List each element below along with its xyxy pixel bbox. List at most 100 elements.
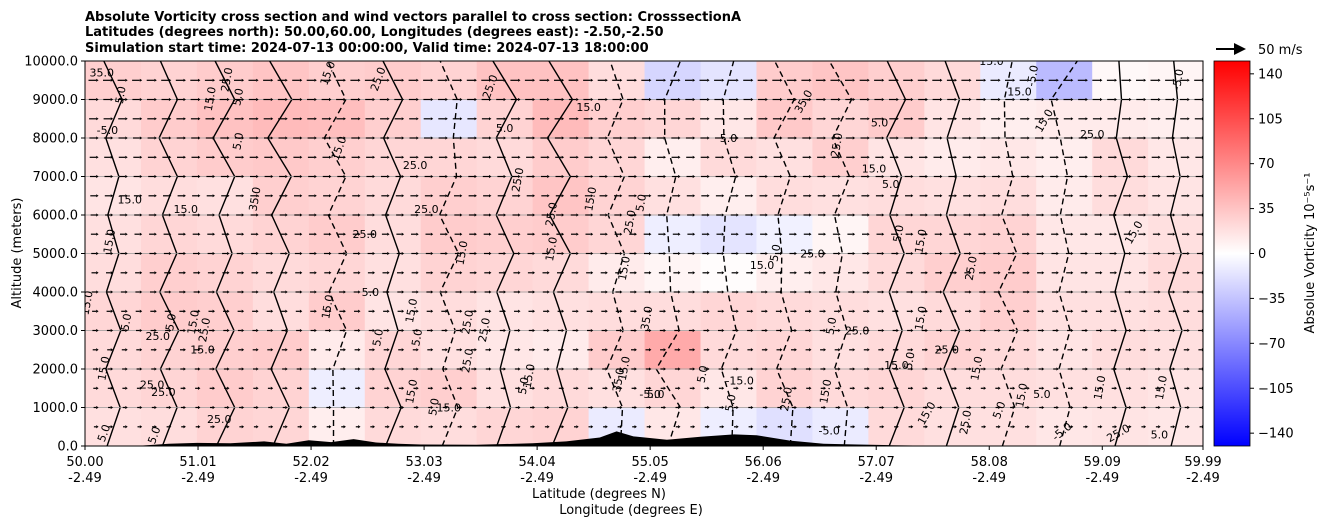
wind-vector-head (256, 97, 259, 102)
colorbar-tick-label: 70 (1258, 157, 1275, 172)
wind-vector-head (983, 271, 987, 275)
wind-vector-head (198, 367, 201, 371)
wind-vector-head (168, 251, 172, 256)
wind-vector-head (910, 348, 914, 352)
wind-vector-head (750, 328, 754, 333)
wind-vector-head (823, 367, 826, 371)
wind-vector-head (823, 290, 826, 294)
wind-vector-head (401, 386, 405, 390)
wind-vector-head (1158, 78, 1161, 82)
wind-vector-head (736, 174, 739, 179)
wind-vector-head (780, 367, 783, 371)
wind-vector-head (532, 155, 535, 159)
wind-vector-head (590, 97, 594, 102)
wind-vector-head (416, 136, 419, 140)
wind-vector-head (1129, 367, 1132, 371)
wind-vector-head (459, 425, 463, 429)
wind-vector-head (590, 290, 594, 294)
wind-vector-head (270, 213, 274, 217)
wind-vector-head (605, 328, 608, 333)
wind-vector-head (867, 251, 870, 256)
contour-value-label: 5.0 (145, 425, 163, 446)
wind-vector-head (940, 348, 943, 352)
x-tick-label-latitude: 50.00 (66, 455, 103, 470)
wind-vector-head (299, 386, 303, 390)
wind-vector-head (1172, 367, 1176, 371)
contour-value-label: 25.0 (459, 309, 476, 335)
wind-vector-head (416, 117, 419, 121)
wind-vector-head (1085, 97, 1088, 102)
wind-vector-head (489, 290, 492, 294)
wind-vector-head (663, 213, 666, 217)
wind-vector-head (954, 213, 957, 217)
contour-value-label: 15.0 (817, 378, 834, 404)
wind-vector-head (809, 328, 812, 333)
wind-vector-head (256, 405, 259, 410)
wind-vector-head (343, 348, 346, 352)
wind-vector-head (1085, 78, 1088, 82)
wind-vector-head (183, 194, 186, 198)
wind-vector-head (168, 97, 172, 102)
wind-vector-head (474, 155, 477, 159)
wind-vector-head (823, 425, 826, 429)
wind-vector-head (212, 271, 215, 275)
wind-vector-head (329, 78, 332, 82)
wind-vector-head (139, 425, 143, 429)
wind-vector-head (692, 386, 696, 390)
wind-vector-head (954, 367, 957, 371)
wind-vector-head (518, 290, 521, 294)
wind-vector-head (125, 251, 128, 256)
wind-vector-head (954, 194, 957, 198)
wind-vector-head (358, 328, 361, 333)
wind-vector-head (285, 405, 288, 410)
y-tick-label: 5000.0 (33, 247, 79, 262)
wind-vector-head (736, 271, 739, 275)
y-tick-label: 10000.0 (24, 55, 78, 70)
wind-vector-head (663, 425, 666, 429)
wind-vector-head (270, 136, 274, 140)
wind-vector-head (925, 78, 928, 82)
wind-vector-head (1085, 425, 1088, 429)
wind-vector-head (212, 367, 215, 371)
wind-vector-head (270, 251, 274, 256)
contour-value-label: 25.0 (140, 378, 165, 391)
wind-vector-head (198, 386, 201, 390)
wind-vector-head (474, 232, 477, 236)
wind-vector-head (518, 136, 521, 140)
wind-vector-head (1143, 194, 1147, 198)
wind-vector-head (1070, 348, 1074, 352)
wind-vector-head (503, 136, 506, 140)
wind-vector-head (401, 155, 405, 159)
wind-vector-head (649, 117, 652, 121)
wind-vector-head (168, 155, 172, 159)
wind-vector-head (634, 348, 637, 352)
wind-vector-head (1187, 405, 1190, 410)
wind-vector-head (241, 405, 245, 410)
wind-vector-head (561, 367, 565, 371)
wind-vector-head (649, 290, 652, 294)
wind-vector-head (241, 367, 245, 371)
contour-value-label: 25.0 (196, 317, 213, 343)
contour-value-label: 15.0 (576, 101, 601, 114)
wind-vector-head (1012, 425, 1016, 429)
wind-vector-head (925, 290, 928, 294)
wind-vector-head (576, 78, 579, 82)
wind-vector-head (910, 405, 914, 410)
wind-vector-head (387, 271, 390, 275)
wind-vector-head (838, 213, 841, 217)
wind-vector-head (125, 155, 128, 159)
wind-vector-head (910, 174, 914, 179)
wind-vector-head (1012, 78, 1016, 82)
wind-vector-head (547, 425, 550, 429)
wind-vector-head (503, 425, 506, 429)
wind-vector-head (227, 155, 230, 159)
wind-vector-head (634, 78, 637, 82)
wind-vector-head (270, 290, 274, 294)
wind-vector-head (474, 348, 477, 352)
wind-vector-head (96, 78, 99, 82)
wind-vector-head (750, 405, 754, 410)
wind-vector-head (619, 367, 623, 371)
vorticity-cell (700, 369, 758, 409)
wind-vector-head (634, 155, 637, 159)
wind-vector-head (518, 213, 521, 217)
